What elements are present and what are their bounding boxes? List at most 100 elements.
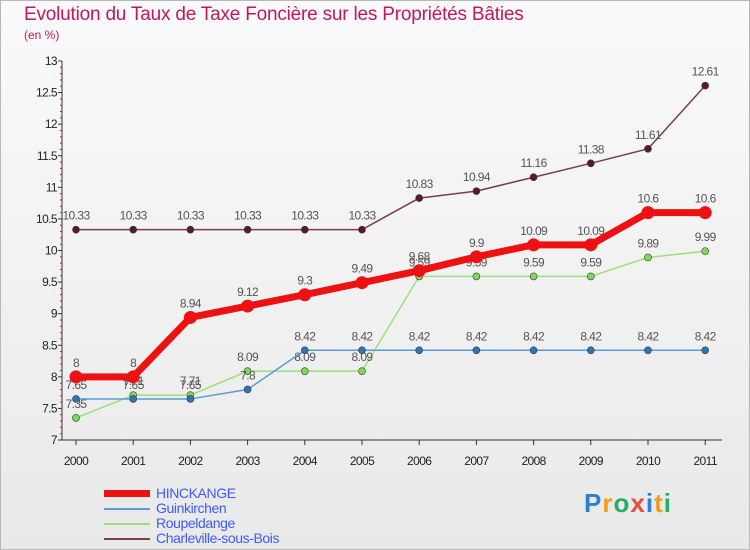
data-label: 8.94 [180, 296, 202, 310]
series-line [76, 85, 706, 231]
data-point [529, 272, 538, 281]
chart-legend: HINCKANGE Guinkirchen Roupeldange Charlevil… [104, 486, 279, 546]
data-label: 8.42 [580, 329, 602, 343]
data-point [584, 238, 598, 252]
data-label: 8 [73, 356, 80, 370]
legend-label: Guinkirchen [156, 500, 227, 516]
data-point [72, 395, 80, 403]
data-label: 7.8 [240, 368, 256, 382]
data-label: 7.65 [180, 378, 202, 392]
data-label: 7.65 [123, 378, 145, 392]
legend-label: Charleville-sous-Bois [156, 530, 280, 546]
data-label: 9.68 [409, 250, 431, 264]
data-label: 8.42 [523, 329, 545, 343]
data-point [586, 159, 595, 168]
x-tick-label: 2008 [521, 454, 546, 468]
y-tick-label: 13 [45, 54, 58, 68]
data-point [358, 225, 366, 234]
legend-swatch [104, 507, 150, 510]
data-label: 9.59 [523, 255, 545, 269]
x-tick-label: 2006 [407, 454, 432, 468]
y-tick-label: 10.5 [36, 212, 58, 226]
data-point [126, 370, 140, 384]
data-point [129, 395, 137, 403]
chart-title: Evolution du Taux de Taxe Foncière sur l… [24, 4, 524, 25]
data-point [300, 225, 309, 234]
series-roupeldange: 7.357.717.718.098.098.099.599.599.599.59… [66, 230, 717, 422]
data-label: 8.42 [409, 329, 431, 343]
data-point [586, 346, 595, 355]
y-tick-label: 12 [45, 117, 58, 131]
data-point [701, 247, 710, 255]
proxiti-logo: Proxiti [584, 488, 672, 519]
data-point [701, 81, 710, 90]
data-point [358, 346, 366, 355]
data-point [415, 346, 424, 355]
data-label: 10.09 [577, 224, 605, 238]
legend-label: HINCKANGE [156, 485, 236, 501]
data-point [243, 225, 252, 234]
chart-subtitle: (en %) [24, 28, 60, 42]
data-point [300, 367, 309, 375]
y-tick-label: 11 [46, 180, 58, 194]
data-label: 9.99 [695, 230, 717, 244]
data-label: 8.42 [695, 329, 717, 343]
logo-letter: o [613, 488, 631, 518]
x-tick-label: 2007 [464, 454, 489, 468]
series-charleville-sous-bois: 10.33 10.33 10.33 10.33 10.33 10.33 10.83 10.94… [62, 65, 720, 234]
data-label: 11.38 [578, 142, 605, 156]
logo-letter: x [630, 488, 646, 518]
data-label: 10.6 [638, 192, 660, 206]
data-point [358, 367, 366, 375]
series-line [76, 209, 706, 381]
x-tick-label: 2005 [350, 454, 375, 468]
legend-swatch [104, 490, 150, 497]
data-label: 8.09 [237, 350, 259, 364]
y-tick-label: 9 [51, 307, 58, 321]
data-label: 8.42 [294, 329, 316, 343]
data-point [69, 370, 83, 384]
data-point [355, 276, 369, 290]
data-point [72, 414, 80, 422]
x-tick-label: 2003 [235, 454, 260, 468]
data-label: 11.16 [521, 156, 548, 170]
data-point [472, 346, 481, 355]
series-line [76, 349, 706, 400]
x-tick-label: 2010 [636, 454, 661, 468]
data-point [529, 346, 538, 355]
logo-letter: P [584, 488, 603, 518]
data-point [298, 288, 312, 302]
data-point [701, 346, 710, 355]
data-label: 10.33 [348, 209, 376, 223]
data-label: 10.83 [406, 177, 434, 191]
data-label: 9.9 [469, 236, 485, 250]
data-label: 10.33 [234, 209, 262, 223]
data-point [243, 385, 252, 394]
y-tick-label: 10 [45, 244, 58, 258]
y-tick-label: 8.5 [42, 338, 58, 352]
legend-item: Roupeldange [104, 516, 279, 531]
data-point [469, 250, 483, 264]
data-point [586, 272, 595, 281]
legend-label: Roupeldange [156, 515, 235, 531]
data-label: 8 [130, 356, 137, 370]
data-point [415, 194, 424, 202]
legend-item: Guinkirchen [104, 501, 279, 516]
data-label: 8.42 [466, 329, 488, 343]
data-point [698, 206, 712, 220]
data-point [644, 145, 652, 153]
data-point [183, 310, 197, 324]
y-tick-label: 7.5 [42, 401, 58, 415]
data-point [527, 238, 541, 252]
data-point [300, 346, 309, 355]
data-point [72, 225, 80, 234]
legend-item: Charleville-sous-Bois [104, 531, 279, 546]
series-guinkirchen: 7.65 7.65 7.65 7.8 8.42 8.42 8.42 8.42 8.42 8.42 8… [66, 329, 717, 403]
logo-letter: r [602, 488, 614, 518]
data-point [472, 187, 481, 195]
data-point [186, 225, 195, 234]
data-point [641, 206, 655, 220]
x-tick-label: 2000 [64, 454, 89, 468]
